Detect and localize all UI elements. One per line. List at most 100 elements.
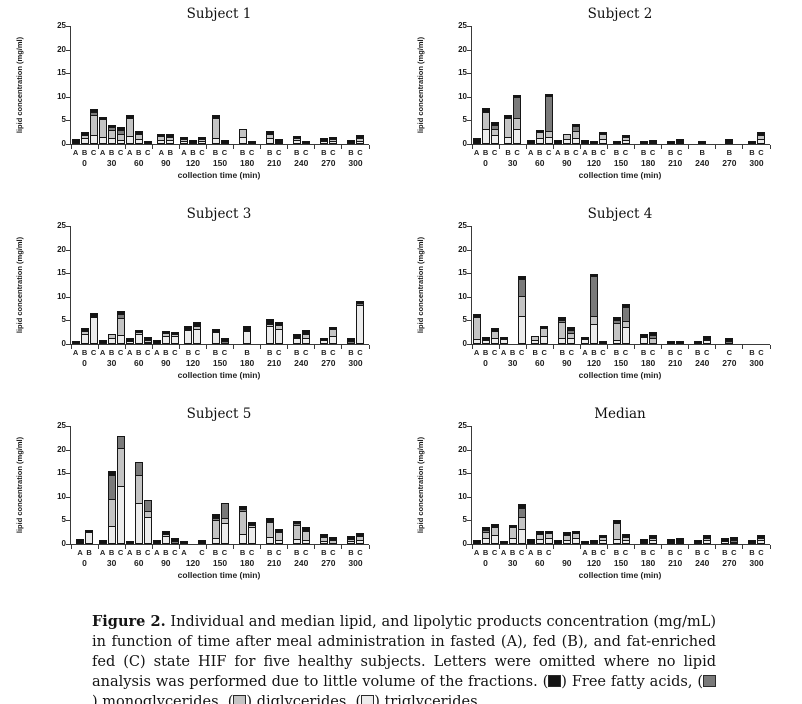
bar-180-C: [247, 522, 256, 544]
time-tick-label: 210: [267, 358, 282, 368]
legend-swatch-diglycerides: [233, 695, 247, 704]
state-letter: B: [321, 548, 327, 557]
bar-210-C: [675, 341, 684, 344]
bar-30-B: [504, 115, 513, 144]
segment-free-fatty-acids: [482, 337, 489, 339]
segment-triglycerides: [320, 540, 327, 543]
x-tick-mark: [498, 145, 500, 149]
state-letter: C: [172, 348, 178, 357]
y-tick-label: 15: [57, 468, 66, 478]
state-letter: C: [649, 348, 656, 357]
segment-monoglycerides: [590, 276, 597, 316]
y-tick-label: 0: [462, 539, 467, 548]
state-letter: C: [568, 348, 575, 357]
state-letter: C: [518, 348, 525, 357]
segment-monoglycerides: [356, 303, 363, 306]
bar-180-B: [639, 333, 648, 344]
segment-triglycerides: [559, 337, 566, 343]
x-tick-mark: [606, 545, 608, 549]
time-tick-label: 180: [239, 158, 255, 168]
x-tick-mark: [769, 345, 771, 349]
segment-free-fatty-acids: [158, 134, 165, 137]
time-tick-label: 270: [722, 558, 737, 568]
bar-0-B: [80, 131, 89, 144]
segment-triglycerides: [640, 336, 647, 343]
bar-30-A: [499, 540, 508, 544]
segment-diglycerides: [491, 330, 498, 339]
bar-0-B: [481, 108, 490, 144]
segment-diglycerides: [329, 329, 336, 336]
x-tick-mark: [715, 145, 717, 149]
state-letter: C: [518, 548, 525, 557]
segment-triglycerides: [482, 537, 489, 543]
bar-270-B: [319, 337, 328, 344]
time-tick-label: 180: [239, 558, 255, 568]
y-axis-label: lipid concentration (mg/ml): [15, 36, 24, 134]
y-tick-label: 20: [57, 44, 66, 54]
segment-triglycerides: [117, 139, 124, 143]
time-tick-label: 270: [321, 558, 336, 568]
state-letter: C: [248, 148, 255, 157]
x-tick-mark: [151, 345, 153, 349]
bar-60-C: [544, 530, 553, 544]
segment-free-fatty-acids: [482, 528, 489, 530]
state-letter: B: [239, 548, 246, 557]
segment-free-fatty-acids: [212, 515, 219, 518]
legend-label: Free fatty acids: [571, 674, 688, 690]
bar-0-A: [472, 138, 481, 144]
y-tick-label: 20: [458, 444, 467, 454]
bar-150-C: [621, 134, 630, 144]
segment-diglycerides: [180, 139, 187, 141]
bar-150-C: [220, 338, 229, 344]
bar-150-B: [211, 114, 220, 144]
segment-free-fatty-acids: [248, 142, 255, 143]
y-tick-label: 5: [462, 115, 467, 125]
time-tick-label: 300: [749, 158, 764, 168]
segment-triglycerides: [590, 542, 597, 543]
segment-free-fatty-acids: [153, 341, 160, 343]
segment-free-fatty-acids: [126, 542, 133, 543]
segment-diglycerides: [590, 315, 597, 325]
bar-30-C: [517, 276, 526, 344]
segment-free-fatty-acids: [568, 328, 575, 330]
bar-60-A: [125, 115, 134, 144]
bar-30-C: [116, 435, 125, 544]
segment-free-fatty-acids: [356, 136, 363, 139]
segment-free-fatty-acids: [275, 530, 282, 532]
segment-diglycerides: [514, 118, 521, 129]
bar-90-B: [161, 531, 170, 544]
segment-triglycerides: [117, 334, 124, 343]
x-tick-mark: [661, 545, 663, 549]
segment-monoglycerides: [239, 509, 246, 511]
state-letter: C: [90, 348, 97, 357]
x-tick-mark: [471, 545, 473, 549]
y-tick-mark: [467, 344, 471, 345]
y-tick-mark: [467, 73, 471, 75]
y-tick-mark: [66, 520, 70, 522]
x-axis-label: collection time (min): [177, 570, 261, 580]
y-tick-label: 0: [462, 139, 467, 148]
segment-triglycerides: [275, 329, 282, 343]
bar-150-C: [220, 140, 229, 144]
segment-triglycerides: [248, 526, 255, 543]
state-letter: A: [154, 548, 160, 557]
segment-free-fatty-acids: [505, 116, 512, 118]
segment-free-fatty-acids: [757, 132, 764, 135]
y-tick-mark: [467, 26, 471, 27]
y-tick-mark: [66, 120, 70, 122]
segment-monoglycerides: [545, 96, 552, 131]
x-tick-mark: [606, 145, 608, 149]
x-tick-mark: [287, 145, 289, 149]
segment-triglycerides: [563, 138, 570, 143]
segment-free-fatty-acids: [545, 94, 552, 97]
x-tick-mark: [70, 145, 72, 149]
bar-120-B: [184, 325, 193, 344]
segment-diglycerides: [81, 134, 88, 139]
bar-120-A: [580, 140, 589, 144]
segment-diglycerides: [108, 130, 115, 138]
segment-triglycerides: [599, 539, 606, 543]
time-tick-label: 300: [348, 158, 363, 168]
segment-triglycerides: [320, 141, 327, 143]
x-tick-mark: [688, 545, 690, 549]
segment-triglycerides: [703, 340, 710, 343]
